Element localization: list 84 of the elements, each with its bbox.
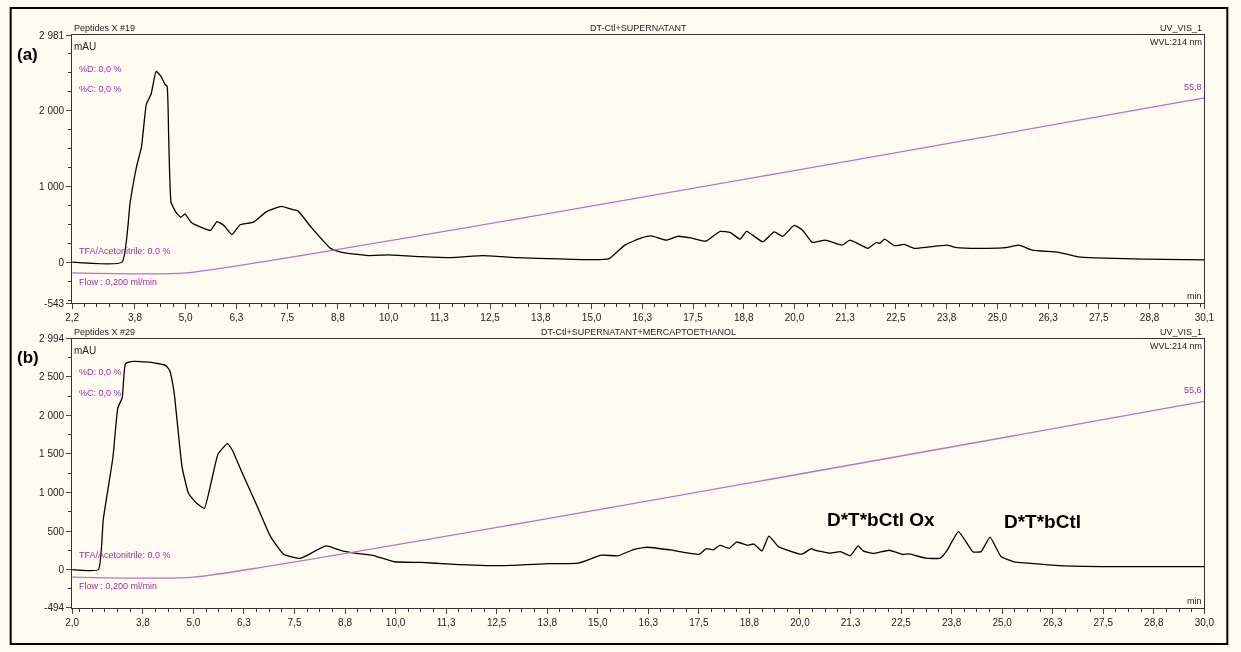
annotation: D*T*bCtl Ox [827,509,936,530]
x-tick-label: 6,3 [229,312,244,324]
x-tick-label: 27,5 [1093,616,1114,628]
x-tick-label: 2,0 [65,616,80,628]
x-tick-label: 20,0 [784,312,805,324]
annotation: %C: 0,0 % [79,84,122,94]
y-tick-label: 500 [47,525,65,537]
x-tick-label: 25,0 [992,616,1013,628]
x-tick-label: 17,5 [689,616,710,628]
annotation: WVL:214 nm [1150,37,1203,47]
x-tick-label: 17,5 [683,312,704,324]
x-tick-label: 2,2 [65,312,80,324]
x-tick-label: 22,5 [891,616,912,628]
x-tick-label: 21,3 [835,312,856,324]
text: UV_VIS_1 [1160,327,1203,337]
x-tick-label: 7,5 [287,616,302,628]
x-tick-label: 23,8 [941,616,962,628]
x-tick-label: 26,3 [1042,616,1063,628]
x-tick-label: 6,3 [237,616,252,628]
annotation: %D: 0,0 % [79,367,122,377]
annotation: D*T*bCtl [1004,511,1082,532]
y-tick-label: -494 [44,602,65,614]
x-tick-label: 15,0 [581,312,602,324]
x-tick-label: 20,0 [790,616,811,628]
x-axis-title: min [1187,596,1202,606]
x-tick-label: 13,8 [531,312,551,324]
x-tick-label: 8,8 [338,616,353,628]
annotation: %D: 0,0 % [79,64,122,74]
x-tick-label: 11,3 [436,616,456,628]
x-tick-label: 15,0 [588,616,608,628]
y-tick-label: -543 [44,297,65,309]
x-tick-label: 30,1 [1194,312,1215,324]
annotation: 55,6 [1184,385,1202,395]
annotation: Flow : 0,200 ml/min [79,277,158,287]
x-tick-label: 26,3 [1038,312,1059,324]
x-tick-label: 10,0 [378,312,399,324]
x-tick-label: 27,5 [1089,312,1110,324]
x-tick-label: 28,8 [1139,312,1160,324]
y-tick-label: 2 500 [39,371,65,383]
y-axis-title: mAU [74,41,97,52]
x-tick-label: 23,8 [936,312,957,324]
text: Peptides X #19 [74,23,136,33]
x-tick-label: 28,8 [1144,616,1164,628]
x-tick-label: 16,3 [638,616,659,628]
x-tick-label: 12,5 [486,616,507,628]
text: UV_VIS_1 [1160,23,1203,33]
x-tick-label: 18,8 [739,616,760,628]
x-tick-label: 3,8 [135,616,151,628]
x-tick-label: 3,8 [128,312,143,324]
y-tick-label: 2 994 [39,333,65,345]
y-axis-title: mAU [74,345,97,356]
y-tick-label: 1 500 [39,448,65,460]
chart-title: DT-Ctl+SUPERNATANT+MERCAPTOETHANOL [541,327,737,337]
x-tick-label: 5,0 [178,312,194,324]
text: (a) [17,45,38,64]
x-tick-label: 13,8 [537,616,558,628]
y-tick-label: 2 981 [39,29,65,41]
x-tick-label: 8,8 [330,312,346,324]
chart-title: DT-Ctl+SUPERNATANT [590,23,687,33]
line-series [72,360,1205,572]
x-tick-label: 10,0 [385,616,406,628]
x-tick-label: 16,3 [632,312,653,324]
text: (b) [17,348,39,367]
x-tick-label: 5,0 [186,616,201,628]
annotation: Flow : 0,200 ml/min [79,581,158,591]
x-tick-label: 30,0 [1194,616,1215,628]
x-tick-label: 22,5 [886,312,907,324]
x-tick-label: 25,0 [987,312,1008,324]
y-tick-label: 0 [58,564,65,576]
annotation: %C: 0,0 % [79,388,122,398]
y-tick-label: 0 [58,256,65,268]
y-tick-label: 1 000 [39,487,65,499]
x-tick-label: 12,5 [480,312,501,324]
y-tick-label: 1 000 [39,180,65,192]
x-tick-label: 7,5 [280,312,295,324]
text: Peptides X #29 [74,327,136,337]
y-tick-label: 2 000 [39,409,65,421]
x-tick-label: 11,3 [430,312,450,324]
x-axis-title: min [1187,291,1202,301]
x-tick-label: 18,8 [734,312,754,324]
y-tick-label: 2 000 [39,104,65,116]
annotation: 55,8 [1184,82,1202,92]
annotation: WVL:214 nm [1150,341,1203,351]
x-tick-label: 21,3 [840,616,861,628]
